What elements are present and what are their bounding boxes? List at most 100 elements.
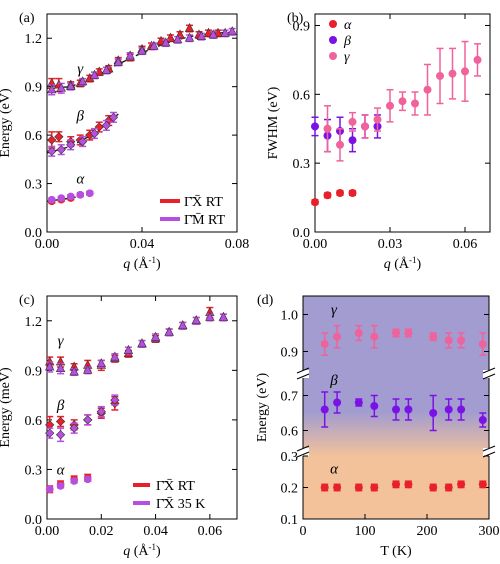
- branch-label: α: [76, 172, 85, 188]
- legend-label: Γ̄X̄ 35 K: [156, 496, 205, 512]
- data-point: [137, 338, 147, 348]
- data-point: [348, 117, 357, 126]
- legend-label: γ: [344, 50, 350, 65]
- x-tick-label: 0.06: [198, 524, 223, 539]
- y-tick-label: 0.0: [25, 513, 43, 528]
- data-point: [178, 320, 188, 330]
- data-point: [108, 112, 119, 122]
- legend-label: Γ̄X̄ RT: [184, 194, 223, 210]
- data-point: [56, 82, 66, 92]
- legend-label: Γ̄M̄ RT: [184, 212, 226, 228]
- data-point: [113, 56, 123, 66]
- data-point: [444, 336, 453, 345]
- y-tick-label: 0.3: [25, 463, 43, 478]
- data-point: [56, 145, 66, 155]
- data-point: [218, 311, 229, 321]
- data-point: [55, 416, 66, 427]
- y-tick-label: 0.6: [25, 414, 43, 429]
- data-point: [47, 146, 57, 156]
- y-tick-label: 0.3: [25, 178, 43, 193]
- axis-break: [483, 370, 495, 378]
- y-tick-label: 0.3: [281, 450, 299, 465]
- data-point: [370, 483, 379, 492]
- data-point: [161, 37, 171, 47]
- x-tick-label: 0.08: [225, 237, 250, 252]
- y-tick-label: 0.2: [281, 482, 299, 497]
- y-tick-label: 0.9: [25, 364, 43, 379]
- data-point: [101, 120, 111, 131]
- plot-frame: [302, 295, 490, 520]
- x-tick-label: 300: [479, 524, 500, 539]
- axis-break-mark: [482, 373, 496, 380]
- data-point: [45, 361, 55, 371]
- panel-label: (c): [19, 293, 35, 308]
- branch-label: α: [330, 461, 339, 477]
- data-point: [69, 366, 79, 376]
- plot-frame: [46, 13, 238, 233]
- data-point: [329, 36, 337, 44]
- data-point: [392, 480, 400, 489]
- data-point: [404, 480, 413, 489]
- panel-b: 0.00 0.03 0.06 0.0 0.3 0.6 0.9 FWHM (eV) q (Å-1)…: [266, 11, 491, 272]
- data-point: [429, 483, 438, 492]
- data-point: [220, 27, 230, 37]
- data-point: [398, 97, 407, 106]
- axis-break-mark: [482, 445, 496, 452]
- x-tick-label: 0.00: [35, 524, 60, 539]
- data-point: [196, 31, 207, 40]
- data-point: [66, 192, 75, 201]
- data-point: [473, 55, 482, 64]
- data-point: [461, 67, 469, 76]
- data-point: [78, 136, 88, 147]
- branch-label: γ: [58, 334, 65, 350]
- data-point: [370, 332, 379, 341]
- y-tick-label: 0.6: [25, 129, 43, 144]
- data-point: [311, 198, 319, 207]
- data-point: [54, 132, 64, 142]
- x-tick-label: 200: [417, 524, 438, 539]
- data-point: [76, 191, 85, 199]
- y-axis-label: Energy (meV): [0, 367, 13, 448]
- x-axis-label: q (Å-1): [123, 542, 161, 559]
- data-point: [329, 52, 337, 60]
- data-point: [184, 22, 195, 32]
- data-point: [323, 191, 332, 200]
- y-tick-label: 0.9: [281, 346, 299, 361]
- data-point: [333, 398, 342, 407]
- y-tick-label: 0.0: [25, 226, 43, 241]
- data-point: [392, 329, 400, 337]
- data-point: [56, 482, 65, 490]
- axis-break: [297, 370, 309, 378]
- data-point: [77, 76, 88, 86]
- x-tick-label: 0.06: [453, 237, 478, 252]
- data-point: [47, 84, 57, 94]
- data-point: [137, 45, 147, 55]
- data-point: [83, 415, 93, 425]
- data-point: [55, 430, 66, 440]
- y-tick-label: 1.0: [281, 309, 299, 324]
- x-tick-label: 0: [300, 524, 307, 539]
- data-point: [191, 315, 201, 325]
- data-point: [336, 140, 344, 149]
- data-point: [336, 188, 344, 197]
- data-point: [205, 311, 215, 321]
- y-tick-label: 0.0: [293, 226, 311, 241]
- data-point: [333, 332, 342, 341]
- data-point: [361, 122, 369, 131]
- data-point: [94, 122, 104, 132]
- axis-break: [483, 448, 495, 456]
- x-tick-label: 0.00: [303, 237, 328, 252]
- y-tick-label: 0.1: [281, 513, 299, 528]
- data-point: [429, 409, 438, 417]
- data-point: [373, 115, 382, 124]
- data-point: [149, 40, 159, 50]
- panel-a: 0.00 0.04 0.08 0.0 0.3 0.6 0.9 1.2 Energy (eV) q …: [0, 11, 249, 272]
- branch-label: γ: [77, 62, 84, 78]
- data-point: [45, 428, 55, 438]
- data-point: [47, 135, 57, 145]
- data-point: [311, 122, 319, 131]
- data-point: [164, 326, 174, 336]
- data-point: [392, 405, 400, 414]
- data-point: [69, 423, 79, 433]
